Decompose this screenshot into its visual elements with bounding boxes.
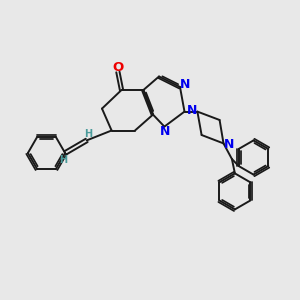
Text: O: O — [112, 61, 124, 74]
Text: N: N — [160, 125, 170, 138]
Text: N: N — [180, 78, 190, 91]
Text: N: N — [187, 103, 197, 117]
Text: H: H — [59, 154, 68, 165]
Text: H: H — [84, 129, 93, 139]
Text: N: N — [224, 137, 234, 151]
